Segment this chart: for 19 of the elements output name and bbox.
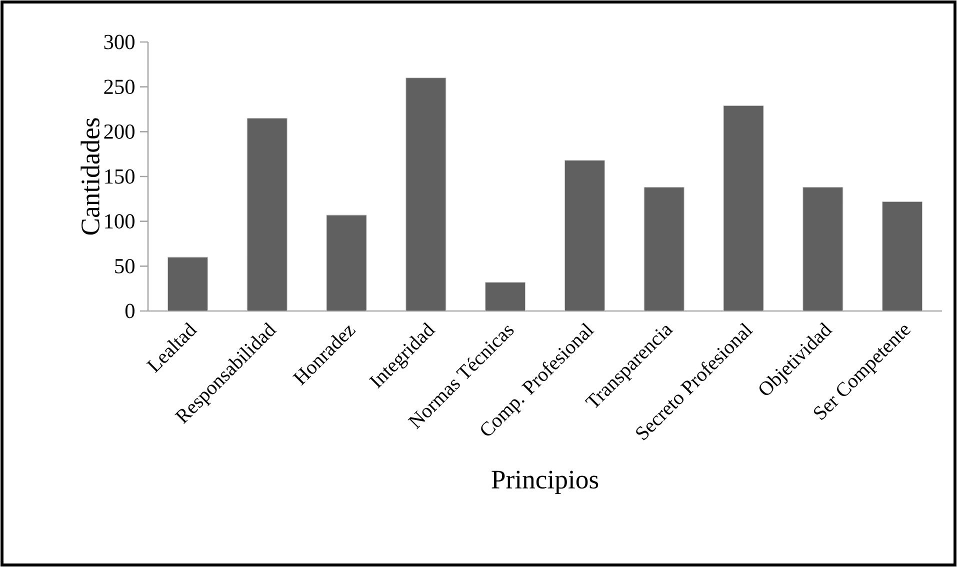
- bar: [406, 78, 446, 311]
- y-tick-label: 300: [104, 34, 134, 50]
- y-tick-label: 100: [105, 214, 134, 229]
- bar: [485, 282, 526, 311]
- y-tick-label: 150: [105, 169, 134, 184]
- bar: [167, 256, 208, 311]
- bar: [326, 214, 367, 311]
- bar: [723, 105, 764, 311]
- y-tick-label: 50: [115, 258, 134, 274]
- x-axis-title: Principios: [492, 470, 598, 494]
- y-axis-title: Cantidades: [80, 118, 100, 235]
- bar: [644, 186, 684, 311]
- y-tick-label: 250: [104, 80, 134, 94]
- bar: [246, 118, 288, 311]
- y-tick-label: 0: [125, 304, 134, 318]
- bar: [882, 201, 923, 311]
- y-tick-label: 200: [104, 124, 134, 139]
- bar: [802, 186, 844, 311]
- bar: [564, 160, 605, 311]
